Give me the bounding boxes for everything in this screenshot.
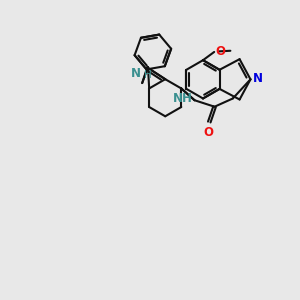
Text: N: N xyxy=(131,67,141,80)
Text: H: H xyxy=(144,70,152,80)
Text: O: O xyxy=(203,126,213,139)
Text: NH: NH xyxy=(173,92,193,105)
Text: N: N xyxy=(253,72,263,85)
Text: O: O xyxy=(215,45,225,58)
